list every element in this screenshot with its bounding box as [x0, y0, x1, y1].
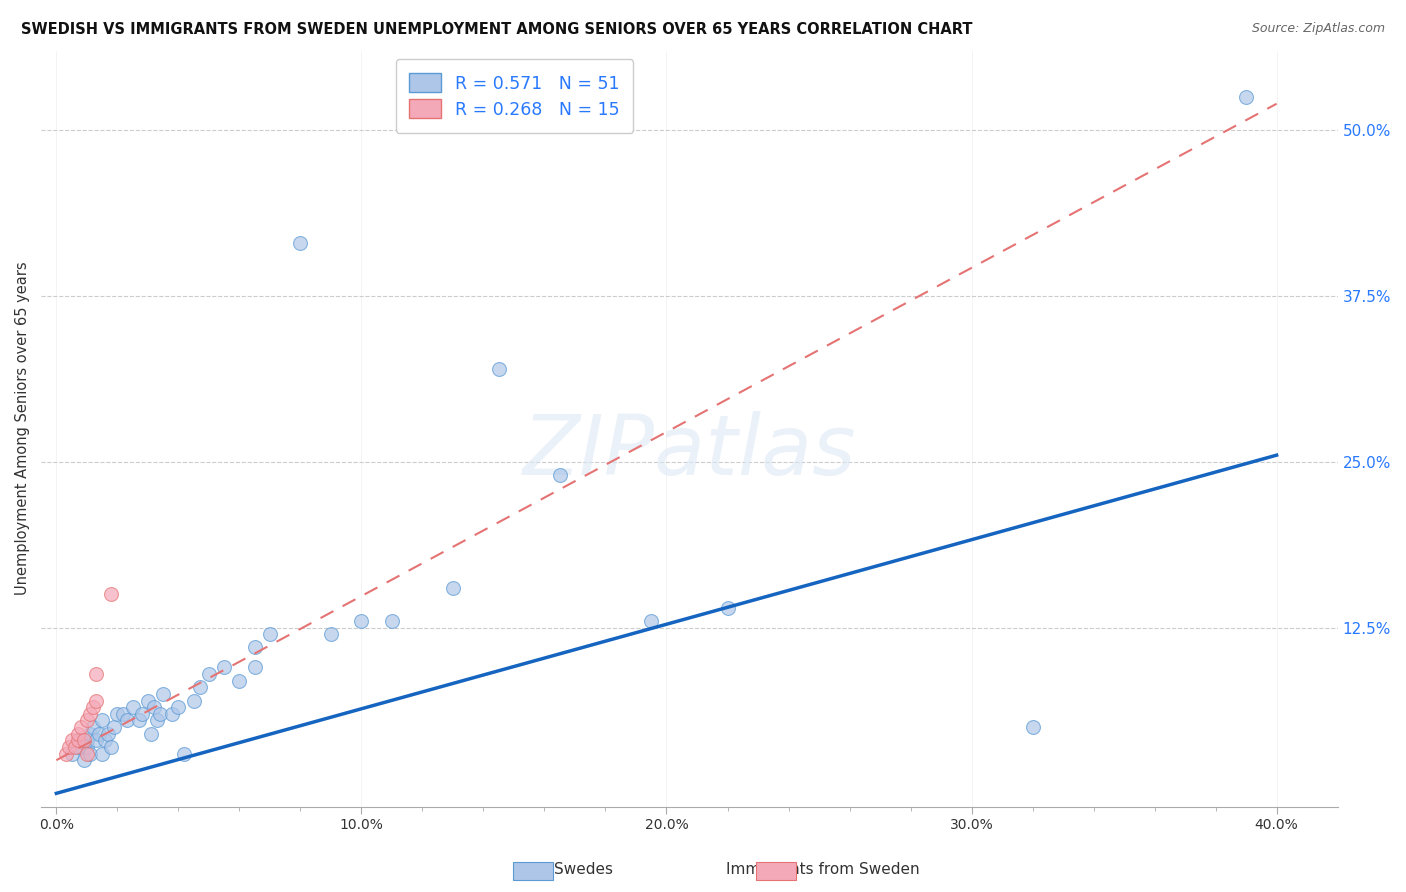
Point	[79, 706, 101, 721]
Text: Immigrants from Sweden: Immigrants from Sweden	[725, 863, 920, 877]
Point	[243, 640, 266, 655]
Point	[97, 726, 120, 740]
Point	[76, 714, 98, 728]
Point	[58, 739, 80, 754]
Point	[212, 660, 235, 674]
Point	[136, 693, 159, 707]
Point	[84, 667, 107, 681]
Text: SWEDISH VS IMMIGRANTS FROM SWEDEN UNEMPLOYMENT AMONG SENIORS OVER 65 YEARS CORRE: SWEDISH VS IMMIGRANTS FROM SWEDEN UNEMPL…	[21, 22, 973, 37]
Point	[60, 747, 83, 761]
Point	[128, 714, 150, 728]
Point	[1234, 90, 1257, 104]
Point	[640, 614, 662, 628]
Point	[183, 693, 205, 707]
Point	[350, 614, 373, 628]
Point	[84, 733, 107, 747]
Point	[488, 362, 510, 376]
Point	[115, 714, 138, 728]
Point	[243, 660, 266, 674]
Point	[167, 700, 190, 714]
Text: ZIPatlas: ZIPatlas	[523, 411, 856, 491]
Point	[55, 747, 77, 761]
Point	[146, 714, 169, 728]
Point	[112, 706, 135, 721]
Legend: R = 0.571   N = 51, R = 0.268   N = 15: R = 0.571 N = 51, R = 0.268 N = 15	[395, 60, 633, 133]
Point	[173, 747, 195, 761]
Point	[105, 706, 128, 721]
Point	[100, 739, 122, 754]
Point	[152, 687, 174, 701]
Point	[290, 235, 312, 250]
Point	[66, 739, 89, 754]
Point	[82, 720, 104, 734]
Point	[319, 627, 342, 641]
Point	[63, 739, 86, 754]
Point	[84, 693, 107, 707]
Point	[188, 680, 211, 694]
Point	[548, 468, 571, 483]
Point	[198, 667, 221, 681]
Point	[76, 733, 98, 747]
Point	[73, 733, 96, 747]
Point	[79, 747, 101, 761]
Point	[139, 726, 162, 740]
Point	[162, 706, 184, 721]
Text: Source: ZipAtlas.com: Source: ZipAtlas.com	[1251, 22, 1385, 36]
Point	[94, 733, 117, 747]
Point	[149, 706, 172, 721]
Point	[121, 700, 143, 714]
Point	[69, 720, 91, 734]
Point	[259, 627, 281, 641]
Point	[73, 753, 96, 767]
Point	[76, 747, 98, 761]
Text: Swedes: Swedes	[554, 863, 613, 877]
Point	[76, 739, 98, 754]
Point	[60, 733, 83, 747]
Point	[228, 673, 250, 688]
Point	[79, 726, 101, 740]
Point	[381, 614, 404, 628]
Point	[716, 600, 738, 615]
Point	[100, 587, 122, 601]
Point	[69, 733, 91, 747]
Y-axis label: Unemployment Among Seniors over 65 years: Unemployment Among Seniors over 65 years	[15, 262, 30, 596]
Point	[1021, 720, 1043, 734]
Point	[91, 714, 114, 728]
Point	[91, 747, 114, 761]
Point	[66, 726, 89, 740]
Point	[87, 726, 110, 740]
Point	[143, 700, 166, 714]
Point	[441, 581, 464, 595]
Point	[103, 720, 125, 734]
Point	[131, 706, 153, 721]
Point	[66, 733, 89, 747]
Point	[82, 700, 104, 714]
